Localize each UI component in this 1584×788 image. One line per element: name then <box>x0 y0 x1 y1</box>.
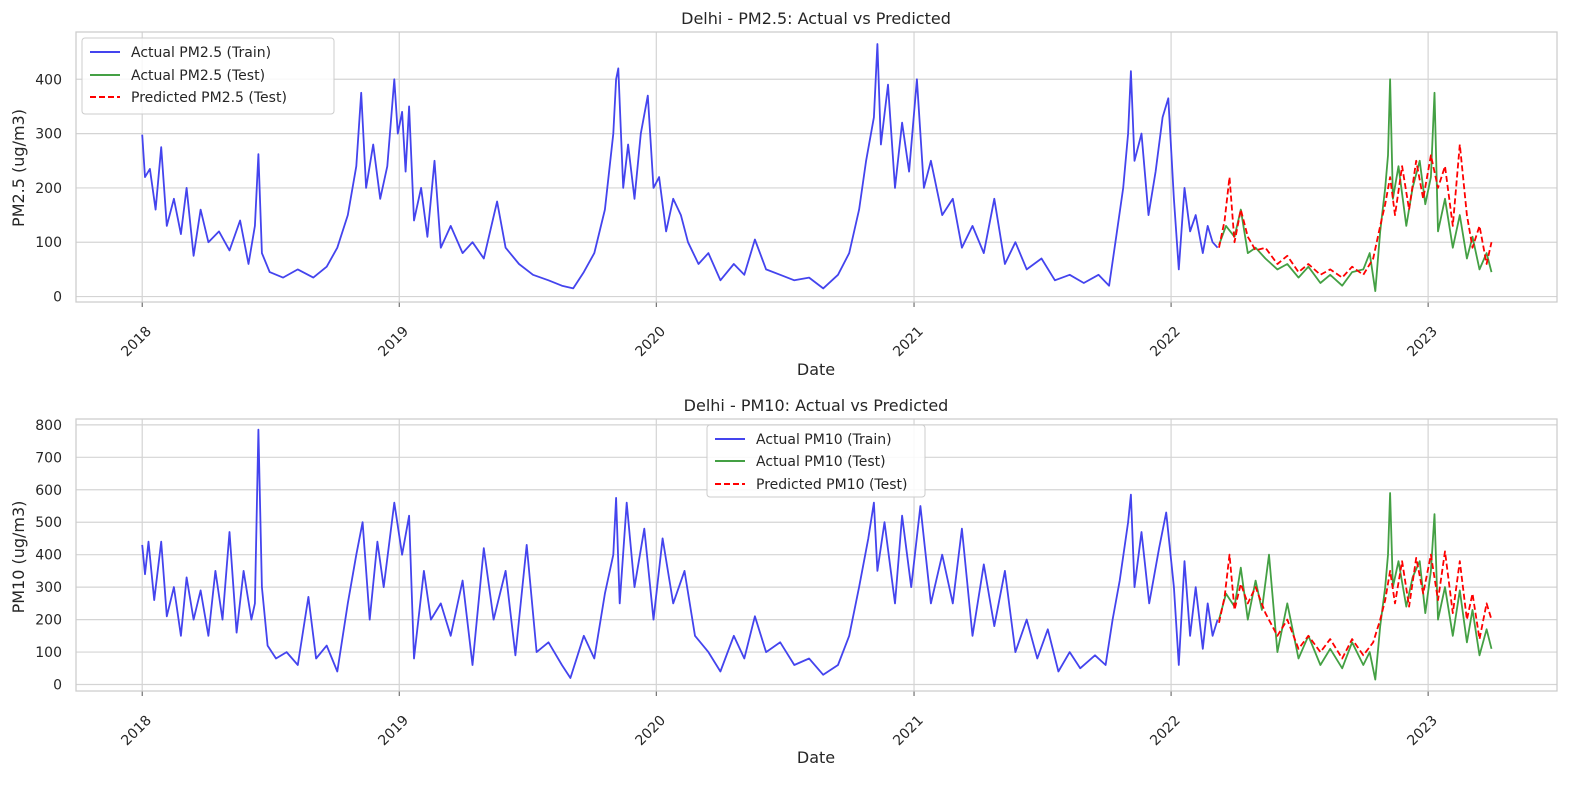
pm25-legend-box <box>81 37 335 115</box>
pm10-y-tick-label: 200 <box>35 613 62 629</box>
pm25-chart-panel: Delhi - PM2.5: Actual vs Predicted Date … <box>9 9 1558 379</box>
pm10-y-tick-label: 700 <box>35 450 62 466</box>
pm10-y-tick-label: 100 <box>35 645 62 661</box>
pm25-y-axis-label: PM2.5 (ug/m3) <box>9 109 28 227</box>
pm10-legend: Actual PM10 (Train) Actual PM10 (Test) P… <box>706 424 926 498</box>
pm25-legend-label-test: Actual PM2.5 (Test) <box>131 68 265 84</box>
pm25-x-axis-label: Date <box>797 360 835 379</box>
pm10-predicted-series-line <box>1218 550 1493 660</box>
pm10-plot-frame <box>75 418 1558 692</box>
pm25-y-tick-label: 400 <box>35 72 62 88</box>
pm10-legend-label-predicted: Predicted PM10 (Test) <box>756 477 907 493</box>
pm10-legend-box <box>706 424 926 498</box>
pm25-legend-label-train: Actual PM2.5 (Train) <box>131 45 271 61</box>
pm10-series-layer <box>141 428 1493 681</box>
pm10-x-axis-label: Date <box>797 748 835 767</box>
pm25-legend-label-predicted: Predicted PM2.5 (Test) <box>131 90 287 106</box>
pm25-series-layer <box>141 43 1493 292</box>
pm10-y-tick-label: 800 <box>35 418 62 434</box>
pm10-y-tick-label: 300 <box>35 580 62 596</box>
pm10-y-axis-label: PM10 (ug/m3) <box>9 501 28 614</box>
pm10-train-series-line <box>141 428 1219 679</box>
pm10-y-tick-label: 0 <box>53 678 62 694</box>
pm25-y-tick-label: 200 <box>35 181 62 197</box>
pm10-legend-label-test: Actual PM10 (Test) <box>756 454 886 470</box>
pm25-predicted-series-line <box>1218 143 1493 279</box>
pm10-chart-title: Delhi - PM10: Actual vs Predicted <box>684 396 949 415</box>
pm25-chart-title: Delhi - PM2.5: Actual vs Predicted <box>681 9 951 28</box>
pm25-y-tick-label: 300 <box>35 127 62 143</box>
pm10-y-tick-label: 400 <box>35 548 62 564</box>
pm10-y-tick-label: 500 <box>35 515 62 531</box>
pm25-legend: Actual PM2.5 (Train) Actual PM2.5 (Test)… <box>81 37 335 115</box>
pm25-train-series-line <box>141 43 1219 290</box>
pm10-legend-label-train: Actual PM10 (Train) <box>756 432 892 448</box>
pm10-y-tick-label: 600 <box>35 483 62 499</box>
pm25-plot-frame <box>75 31 1558 303</box>
pm25-test-series-line <box>1218 78 1493 292</box>
pm25-y-tick-label: 100 <box>35 235 62 251</box>
pm10-chart-panel: Delhi - PM10: Actual vs Predicted Date P… <box>9 396 1558 767</box>
pm25-y-tick-label: 0 <box>53 290 62 306</box>
